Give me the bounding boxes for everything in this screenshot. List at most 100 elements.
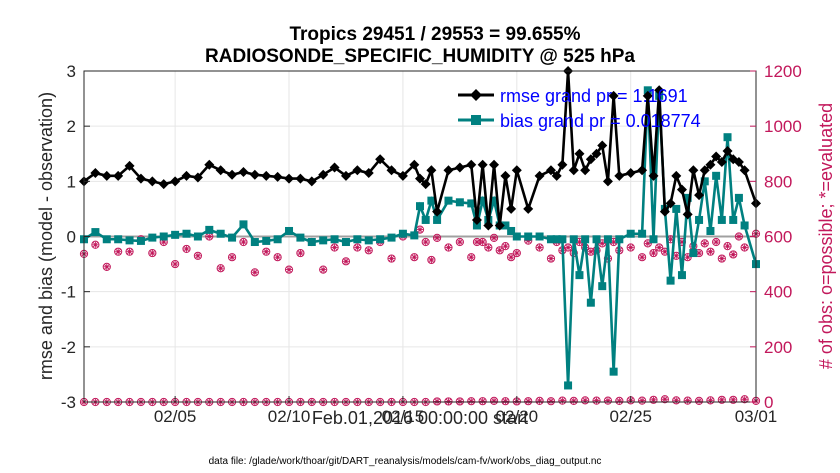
- obs-evaluated-point: [713, 239, 720, 246]
- bias-point: [512, 232, 521, 241]
- bias-point: [216, 229, 225, 238]
- obs-evaluated-point: [160, 239, 167, 246]
- rmse-point: [557, 159, 568, 170]
- obs-possible-point: [507, 253, 516, 262]
- obs-evaluated-point: [274, 254, 281, 261]
- bias-point: [603, 235, 612, 244]
- bias-point: [700, 177, 709, 186]
- rmse-point: [489, 159, 500, 170]
- bias-point: [433, 215, 442, 224]
- bias-point: [193, 232, 202, 241]
- obs-evaluated-point: [342, 258, 349, 265]
- obs-possible-point: [655, 243, 664, 252]
- bias-point: [478, 196, 487, 205]
- obs-evaluated-point: [428, 256, 435, 263]
- bias-point: [285, 226, 294, 235]
- obs-possible-point: [427, 255, 436, 265]
- y2-tick-label: 0: [764, 393, 773, 412]
- rmse-point: [671, 170, 682, 181]
- obs-possible-point: [569, 396, 578, 405]
- obs-evaluated-point: [263, 248, 270, 255]
- bias-point: [159, 232, 168, 241]
- bias-point: [416, 202, 424, 211]
- obs-evaluated-point: [485, 244, 492, 251]
- rmse-point: [238, 166, 249, 177]
- rmse-series: [79, 66, 761, 231]
- rmse-point: [284, 173, 295, 184]
- rmse-point: [739, 165, 750, 176]
- rmse-point: [443, 165, 454, 176]
- bias-point: [575, 271, 584, 280]
- obs-possible-point: [700, 239, 709, 248]
- obs-possible-point: [712, 237, 721, 247]
- rmse-point: [158, 179, 169, 190]
- bias-point: [205, 225, 214, 234]
- y-tick-label: 3: [67, 62, 76, 81]
- bias-point: [319, 236, 328, 245]
- obs-evaluated-point: [434, 234, 441, 241]
- bias-point: [341, 238, 350, 247]
- rmse-point: [466, 159, 477, 170]
- obs-evaluated-point: [701, 240, 708, 247]
- bias-point: [609, 367, 618, 376]
- obs-possible-point: [467, 253, 476, 262]
- obs-evaluated-point: [456, 398, 463, 405]
- rmse-point: [602, 176, 613, 187]
- obs-possible-point: [649, 248, 658, 258]
- obs-possible-point: [341, 257, 351, 266]
- obs-evaluated-point: [491, 397, 498, 404]
- rmse-point: [340, 170, 351, 181]
- obs-possible-point: [558, 396, 567, 405]
- bias-point: [564, 381, 573, 390]
- rmse-point: [659, 206, 670, 217]
- obs-evaluated-point: [536, 397, 543, 404]
- bias-point: [307, 238, 316, 247]
- bias-point: [569, 235, 578, 244]
- rmse-point: [665, 198, 676, 209]
- obs-possible-point: [182, 244, 191, 254]
- bias-point: [239, 220, 248, 229]
- rmse-point: [580, 165, 591, 176]
- bias-point: [91, 228, 100, 237]
- obs-possible-point: [729, 250, 738, 259]
- legend-rmse-label: rmse grand pr = 1.1691: [500, 86, 688, 106]
- bias-point: [712, 171, 721, 180]
- obs-possible-point: [227, 253, 237, 262]
- rmse-point: [506, 203, 517, 214]
- obs-evaluated-point: [456, 239, 463, 246]
- obs-evaluated-point: [627, 244, 634, 251]
- obs-evaluated-point: [707, 248, 714, 255]
- obs-possible-point: [717, 254, 726, 263]
- y-tick-label: 1: [67, 172, 76, 191]
- obs-evaluated-point: [650, 396, 657, 403]
- rmse-point: [523, 203, 534, 214]
- rmse-point: [637, 165, 648, 176]
- bias-point: [507, 226, 516, 235]
- obs-evaluated-point: [445, 398, 452, 405]
- rmse-point: [352, 165, 363, 176]
- obs-evaluated-point: [411, 254, 418, 261]
- y-tick-label: -1: [61, 283, 76, 302]
- legend: rmse grand pr = 1.1691 bias grand pr = 0…: [458, 86, 701, 131]
- obs-evaluated-point: [508, 254, 515, 261]
- obs-evaluated-point: [741, 244, 748, 251]
- obs-evaluated-point: [616, 397, 623, 404]
- obs-evaluated-point: [718, 396, 725, 403]
- rmse-point: [249, 169, 260, 180]
- legend-bias-label: bias grand pr = 0.018774: [500, 111, 701, 131]
- obs-evaluated-point: [599, 240, 606, 247]
- obs-evaluated-point: [587, 248, 594, 255]
- obs-possible-point: [484, 243, 493, 252]
- obs-evaluated-point: [565, 244, 572, 251]
- obs-possible-point: [535, 396, 544, 405]
- obs-evaluated-point: [644, 240, 651, 247]
- rmse-point: [625, 168, 636, 179]
- obs-possible-point: [717, 395, 726, 404]
- rmse-point: [329, 162, 340, 173]
- x-axis-label: Feb.01,2016 00:00:00 start: [312, 408, 528, 428]
- obs-evaluated-point: [513, 250, 520, 257]
- obs-evaluated-point: [525, 398, 532, 405]
- obs-possible-point: [432, 233, 442, 242]
- obs-evaluated-point: [502, 243, 509, 250]
- bias-point: [467, 199, 476, 208]
